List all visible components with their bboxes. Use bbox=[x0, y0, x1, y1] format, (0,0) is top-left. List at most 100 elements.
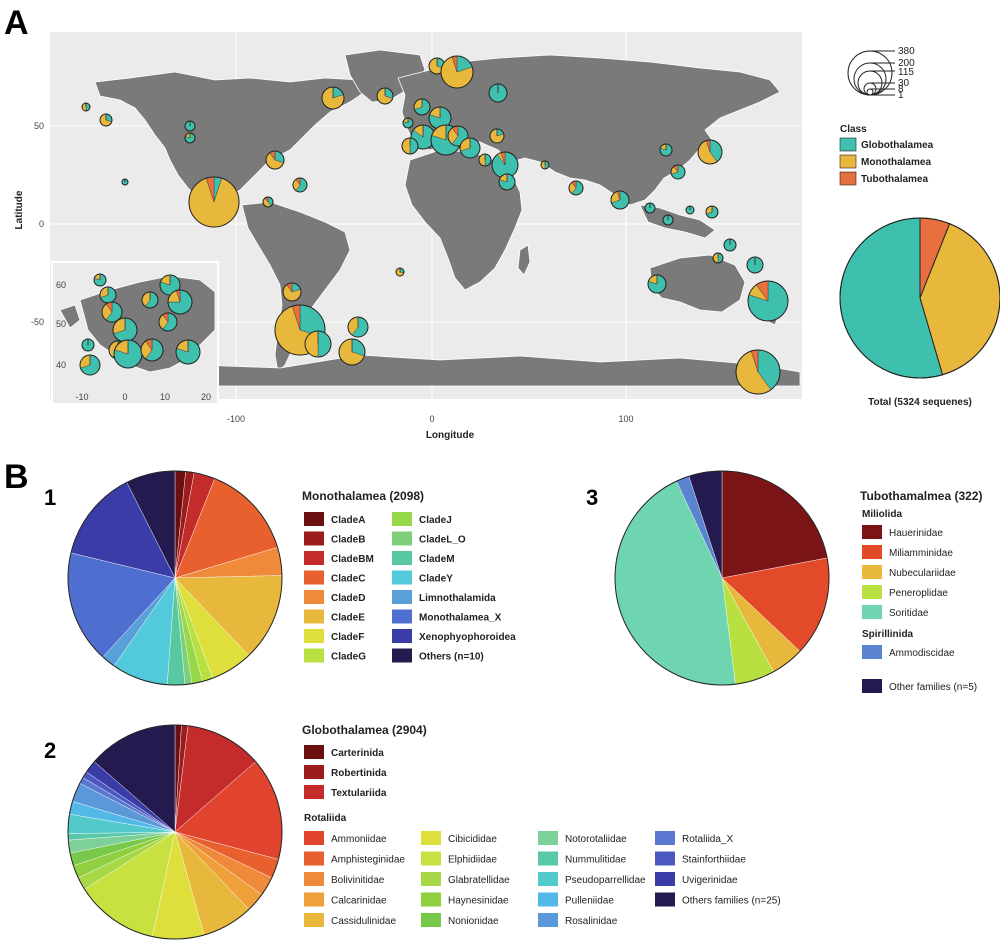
site-pie-53 bbox=[159, 274, 181, 296]
globo-legend-rotaliida-x-label: Rotaliida_X bbox=[682, 834, 733, 845]
size-label-1: 1 bbox=[898, 90, 904, 101]
mono-legend-cladeb-swatch bbox=[304, 531, 324, 546]
site-pie-55 bbox=[158, 312, 178, 332]
globo-legend-pseudoparrellidae-label: Pseudoparrellidae bbox=[565, 875, 646, 886]
site-pie-39 bbox=[735, 349, 781, 395]
site-33-outline bbox=[705, 205, 719, 219]
mono-legend-cladec-swatch bbox=[304, 570, 324, 585]
inset-ytick-2: 40 bbox=[56, 360, 66, 370]
site-24-outline bbox=[498, 173, 516, 191]
pie-tubothalamea bbox=[614, 470, 830, 686]
pie-globothalamea bbox=[67, 724, 283, 940]
site-19-outline bbox=[401, 137, 419, 155]
globo-legend-elphidiidae-label: Elphidiidae bbox=[448, 855, 497, 866]
inset-ytick-1: 50 bbox=[56, 319, 66, 329]
site-pie-7 bbox=[262, 196, 274, 208]
site-pie-28 bbox=[670, 164, 686, 180]
globo-legend-carterinida-swatch bbox=[304, 745, 324, 759]
site-52-outline bbox=[141, 291, 159, 309]
site-pie-12 bbox=[488, 83, 508, 103]
site-pie-56 bbox=[79, 354, 101, 376]
site-pie-38 bbox=[747, 280, 789, 322]
site-9-outline bbox=[376, 87, 394, 105]
globo-legend-cassidulinidae-swatch bbox=[304, 913, 324, 927]
size-circle-380 bbox=[847, 50, 893, 96]
mono-legend-monothalamea-x-swatch bbox=[392, 609, 412, 624]
site-pie-47 bbox=[540, 160, 550, 170]
mono-legend-xenophyophoroidea-swatch bbox=[392, 629, 412, 643]
site-pie-19 bbox=[401, 137, 419, 155]
site-pie-23 bbox=[489, 128, 505, 144]
site-pie-15 bbox=[428, 106, 452, 130]
globo-legend-uvigerinidae-label: Uvigerinidae bbox=[682, 875, 738, 886]
globo-legend-glabratellidae-swatch bbox=[421, 872, 441, 886]
mono-legend-cladea-swatch bbox=[304, 512, 324, 526]
globo-legend-cibicididae-label: Cibicididae bbox=[448, 834, 497, 845]
site-pie-37 bbox=[712, 252, 724, 264]
site-55-outline bbox=[158, 312, 178, 332]
globo-legend-stainforthiidae-label: Stainforthiidae bbox=[682, 855, 746, 866]
globo-legend-rosalinidae-label: Rosalinidae bbox=[565, 916, 618, 927]
site-5-outline bbox=[265, 150, 285, 170]
class-label-tubothalamea: Tubothalamea bbox=[861, 174, 928, 185]
site-pie-44 bbox=[338, 338, 366, 366]
mono-legend-claded-swatch bbox=[304, 590, 324, 604]
total-outline bbox=[839, 217, 1000, 379]
tubo-legend-heading-spirillinida: Spirillinida bbox=[862, 629, 914, 640]
mono-legend-cladebm-swatch bbox=[304, 551, 324, 565]
site-pie-58 bbox=[113, 339, 143, 369]
mono-legend-cladel-o-swatch bbox=[392, 531, 412, 546]
size-label-30: 30 bbox=[898, 78, 910, 89]
globo-legend-rosalinidae-swatch bbox=[538, 913, 558, 927]
panel-label-a: A bbox=[4, 4, 29, 42]
size-label-115: 115 bbox=[898, 67, 914, 78]
site-pie-48 bbox=[93, 273, 107, 287]
globo-legend-rotaliida-x-swatch bbox=[655, 831, 675, 845]
site-18-outline bbox=[447, 125, 469, 147]
site-27-outline bbox=[659, 143, 673, 157]
site-pie-31 bbox=[662, 214, 674, 226]
tubo-legend-soritidae-label: Soritidae bbox=[889, 608, 929, 619]
xtick-0: 0 bbox=[429, 414, 434, 424]
southeast-asia bbox=[639, 204, 716, 239]
mono-legend-cladej-label: CladeJ bbox=[419, 515, 452, 526]
panel-label-b: B bbox=[4, 458, 29, 496]
inset-ytick-0: 60 bbox=[56, 280, 66, 290]
inset-xtick-3: 20 bbox=[201, 392, 211, 402]
mono-legend-cladel-o-label: CladeL_O bbox=[419, 535, 466, 546]
site-34-outline bbox=[723, 238, 737, 252]
tubo-legend-other-families-n-5-label: Other families (n=5) bbox=[889, 682, 977, 693]
mono-legend-cladey-label: CladeY bbox=[419, 574, 453, 585]
site-30-outline bbox=[644, 202, 656, 214]
mono-legend-cladea-label: CladeA bbox=[331, 515, 365, 526]
class-label-globothalamea: Globothalamea bbox=[861, 140, 934, 151]
ytick-50: 50 bbox=[34, 121, 44, 131]
site-8-outline bbox=[321, 86, 345, 110]
site-0-outline bbox=[81, 102, 91, 112]
site-50-outline bbox=[101, 301, 123, 323]
site-pie-33 bbox=[705, 205, 719, 219]
site-pie-50 bbox=[101, 301, 123, 323]
globo-legend-nummulitidae-label: Nummulitidae bbox=[565, 855, 627, 866]
site-28-outline bbox=[670, 164, 686, 180]
site-pie-5 bbox=[265, 150, 285, 170]
ytick-minus50: -50 bbox=[31, 317, 44, 327]
site-pie-25 bbox=[568, 180, 584, 196]
panel-label-b2: 2 bbox=[44, 738, 56, 763]
site-pie-30 bbox=[644, 202, 656, 214]
globo-legend-ammoniidae-label: Ammoniidae bbox=[331, 834, 387, 845]
mono-legend-cladem-swatch bbox=[392, 551, 412, 565]
site-pie-11 bbox=[440, 55, 474, 89]
ytick-0: 0 bbox=[39, 219, 44, 229]
site-46-outline bbox=[121, 178, 129, 186]
site-20-outline bbox=[459, 137, 481, 159]
mono-legend-limnothalamida-label: Limnothalamida bbox=[419, 593, 496, 604]
site-pie-36 bbox=[647, 274, 667, 294]
site-37-outline bbox=[712, 252, 724, 264]
site-32-outline bbox=[685, 205, 695, 215]
site-pie-6 bbox=[292, 177, 308, 193]
world-map: -10 0 10 20 60 50 40 50 0 -50 -100 0 100… bbox=[14, 32, 802, 441]
site-39-outline bbox=[735, 349, 781, 395]
mono-legend-cladee-swatch bbox=[304, 609, 324, 624]
site-3-outline bbox=[184, 132, 196, 144]
